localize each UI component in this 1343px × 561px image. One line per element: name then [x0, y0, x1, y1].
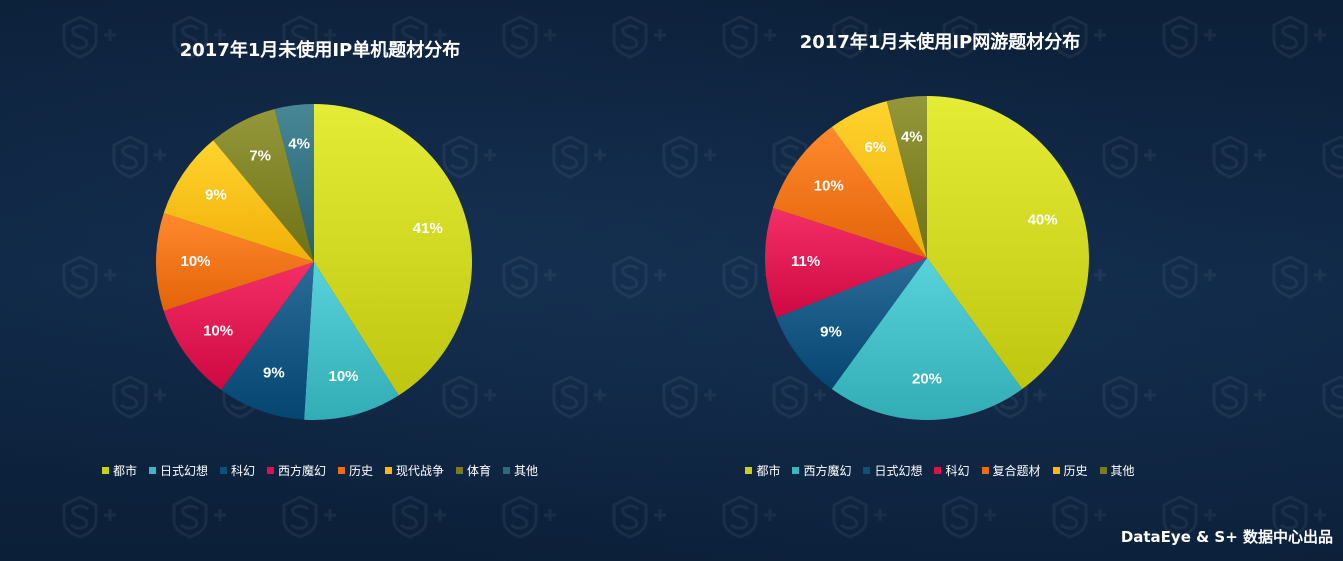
legend-item: 历史	[1052, 462, 1088, 479]
legend-swatch	[148, 467, 156, 474]
legend-item: 日式幻想	[148, 462, 208, 479]
slice-data-label: 9%	[263, 364, 285, 381]
legend-item: 其他	[503, 462, 538, 479]
legend-label: 日式幻想	[159, 464, 208, 478]
legend-swatch	[503, 467, 511, 474]
pie-slice	[213, 108, 314, 263]
legend-label: 复合题材	[992, 464, 1041, 478]
legend-swatch	[1099, 467, 1107, 474]
legend-item: 体育	[456, 462, 491, 479]
legend-label: 现代战争	[396, 464, 445, 478]
legend-label: 科幻	[230, 464, 255, 478]
chart-legend: 都市 日式幻想 科幻 西方魔幻 历史 现代战争 体育 其他	[60, 462, 580, 479]
pie-slice	[163, 140, 314, 262]
pie-chart-online-game: 40% 20% 9% 11% 10% 6% 4%	[765, 96, 1089, 420]
legend-swatch	[745, 467, 753, 474]
legend-label: 都市	[756, 464, 781, 478]
legend-label: 其他	[514, 464, 539, 478]
legend-item: 都市	[101, 462, 137, 479]
chart-legend: 都市 西方魔幻 日式幻想 科幻 复合题材 历史 其他	[680, 462, 1200, 479]
legend-label: 历史	[349, 464, 374, 478]
chart-online-game: 2017年1月未使用IP网游题材分布 40% 20% 9% 11% 10% 6% 4% 都市…	[680, 0, 1200, 500]
pie-slice	[886, 96, 927, 258]
legend-label: 都市	[112, 464, 137, 478]
legend-swatch	[981, 467, 989, 474]
legend-item: 西方魔幻	[266, 462, 326, 479]
legend-item: 其他	[1099, 462, 1135, 479]
legend-item: 都市	[745, 462, 780, 479]
pie-slice	[163, 262, 314, 390]
chart-title: 2017年1月未使用IP网游题材分布	[799, 32, 1081, 53]
slice-data-label: 10%	[203, 323, 233, 340]
chart-title: 2017年1月未使用IP单机题材分布	[179, 40, 461, 61]
slice-data-label: 40%	[1028, 211, 1058, 228]
slice-data-label: 6%	[864, 139, 886, 156]
slice-data-label: 41%	[413, 220, 443, 237]
pie-slice	[831, 258, 1023, 420]
legend-label: 体育	[467, 464, 492, 478]
slice-data-label: 10%	[328, 368, 358, 385]
pie-slice	[776, 258, 927, 390]
legend-label: 西方魔幻	[277, 464, 326, 478]
slice-data-label: 11%	[791, 253, 820, 270]
slice-data-label: 4%	[288, 135, 310, 152]
legend-swatch	[863, 467, 871, 474]
legend-swatch	[219, 467, 227, 474]
pie-slice	[765, 207, 927, 318]
pie-slice	[304, 262, 399, 421]
legend-swatch	[266, 467, 274, 474]
legend-label: 科幻	[945, 464, 970, 478]
legend-label: 历史	[1063, 464, 1088, 478]
pie-slice	[831, 101, 927, 258]
pie-slice	[155, 213, 314, 311]
pie-slice	[772, 126, 927, 258]
slice-data-label: 20%	[912, 370, 942, 387]
legend-swatch	[338, 467, 345, 474]
legend-item: 复合题材	[981, 462, 1041, 479]
legend-swatch	[1052, 467, 1060, 474]
legend-item: 科幻	[934, 462, 970, 479]
legend-label: 日式幻想	[874, 464, 923, 478]
pie-slice	[927, 96, 1089, 390]
pie-chart-single-player: 41% 10% 9% 10% 10% 9% 7% 4%	[155, 103, 472, 421]
pie-slice	[314, 104, 472, 396]
slice-data-label: 10%	[180, 253, 210, 270]
chart-single-player: 2017年1月未使用IP单机题材分布 41% 10% 9% 10% 10% 9% 7% 4% …	[60, 0, 580, 500]
slice-data-label: 10%	[814, 178, 844, 195]
legend-item: 历史	[338, 462, 373, 479]
legend-swatch	[456, 467, 464, 474]
legend-swatch	[385, 467, 393, 474]
legend-swatch	[934, 467, 942, 474]
legend-item: 科幻	[219, 462, 255, 479]
legend-item: 日式幻想	[863, 462, 922, 479]
slice-data-label: 7%	[249, 147, 271, 164]
slice-data-label: 9%	[205, 186, 227, 203]
legend-label: 西方魔幻	[803, 464, 852, 478]
legend-item: 西方魔幻	[792, 462, 851, 479]
slice-data-label: 4%	[901, 128, 923, 145]
legend-swatch	[101, 467, 109, 474]
legend-swatch	[792, 467, 800, 474]
footer-credit: DataEye & S+ 数据中心出品	[1120, 528, 1333, 546]
legend-item: 现代战争	[385, 462, 444, 479]
slice-data-label: 9%	[820, 323, 842, 340]
legend-label: 其他	[1110, 464, 1135, 478]
pie-slice	[274, 103, 314, 262]
pie-slice	[221, 262, 314, 420]
